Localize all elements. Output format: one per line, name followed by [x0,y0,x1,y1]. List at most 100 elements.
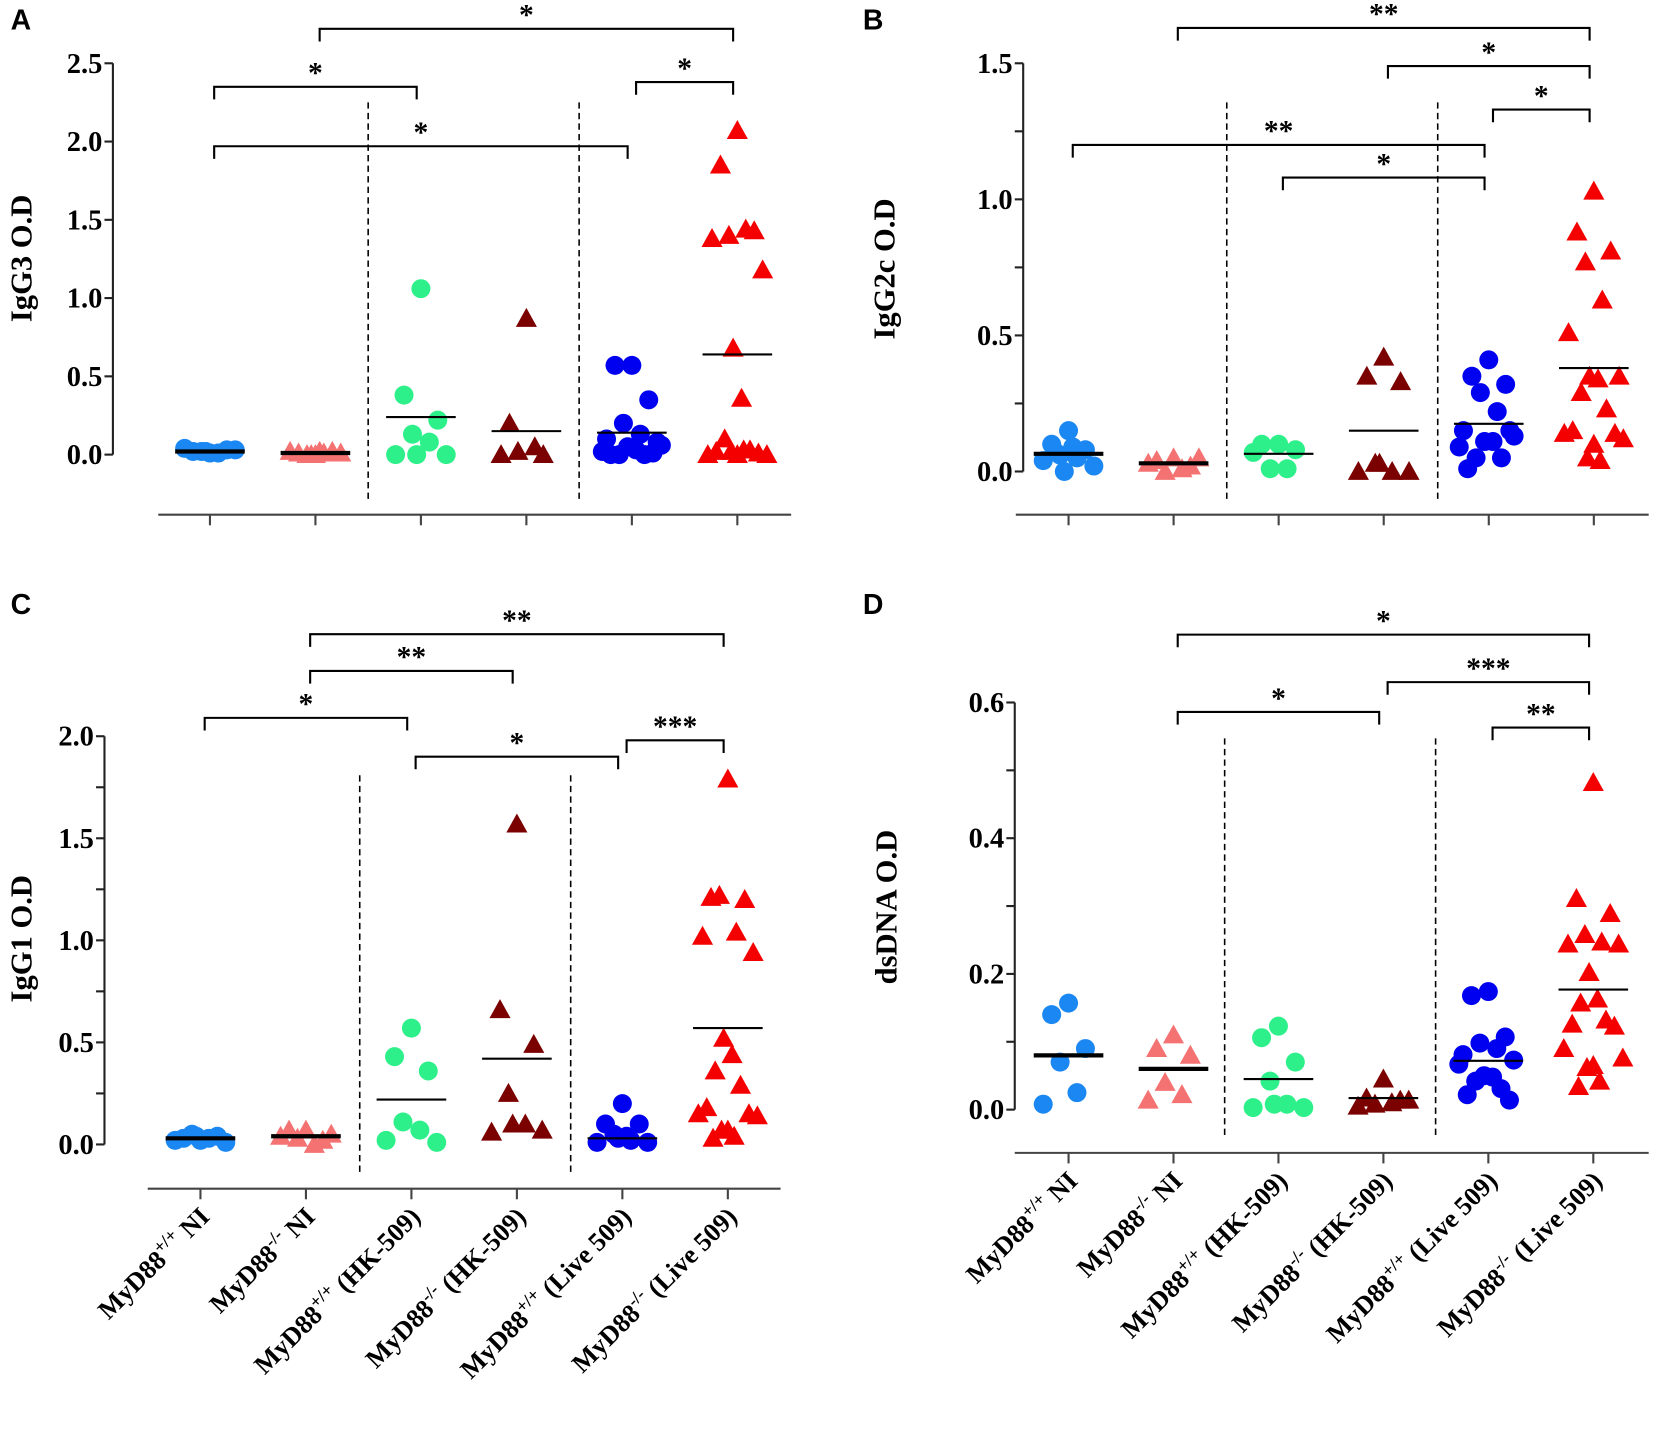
data-point [1381,460,1403,480]
data-point [687,1103,709,1123]
significance-bracket [203,716,409,731]
data-point [1084,456,1104,476]
y-axis-label: dsDNA O.D [870,830,904,985]
significance-bracket [213,85,418,100]
data-point [1557,322,1580,342]
panel-letter: B [863,5,884,37]
data-point [725,921,747,941]
data-point [1398,460,1420,480]
data-point [1578,962,1600,981]
data-point [731,387,753,407]
category-label: MyD88+/+ (Live 509) [1318,1164,1503,1349]
category-condition: (Live 509) [637,1202,742,1307]
category-base: MyD88 [1432,1263,1512,1343]
data-point [1496,374,1516,394]
data-point [1162,1024,1185,1044]
data-point [1587,368,1609,388]
category-label: MyD88-/- (Live 509) [564,1200,743,1379]
category-label: MyD88-/- NI [201,1200,320,1319]
data-point [1483,432,1503,452]
data-point [733,439,755,459]
data-point [1146,1038,1168,1057]
data-point [1599,902,1621,922]
data-point [1059,993,1079,1013]
group-2 [386,279,456,465]
category-label: MyD88+/+ NI [90,1200,215,1325]
data-point [1589,1070,1611,1090]
significance-label: ** [1264,116,1294,148]
category-condition: (HK-509) [325,1202,426,1303]
data-point [481,1121,503,1141]
significance-label: * [1481,37,1496,69]
group-3 [1347,1068,1420,1115]
data-point [393,1112,413,1132]
group-4 [1449,982,1524,1110]
y-tick-label: 0.2 [969,959,1005,990]
data-point [1553,422,1575,442]
data-point [1487,402,1507,422]
significance-bracket [318,27,735,42]
data-point [1347,460,1369,480]
data-point [489,999,511,1019]
data-point [729,1074,752,1094]
significance-bracket [1281,176,1486,191]
data-point [1499,1090,1519,1110]
data-point [1171,1084,1193,1104]
data-point [717,768,739,788]
data-point [1608,365,1630,385]
category-label: MyD88+/+ (Live 509) [452,1200,637,1385]
category-base: MyD88 [960,1209,1040,1289]
data-point [1553,1038,1575,1057]
group-3 [490,307,562,464]
data-point [1154,460,1176,480]
data-point [411,279,431,299]
data-point [1453,421,1473,441]
data-point [427,1132,447,1152]
data-point [1612,1047,1634,1067]
panel-letter: C [11,589,32,621]
data-point [497,1082,520,1102]
data-point [524,436,546,456]
data-point [1574,251,1596,271]
significance-bracket [1071,143,1486,158]
data-point [502,1113,524,1133]
y-tick-label: 1.5 [58,824,94,855]
data-point [622,355,642,375]
category-label: MyD88-/- NI [1069,1164,1188,1283]
group-0 [1033,421,1104,481]
group-3 [1347,346,1420,480]
data-point [735,218,757,238]
data-point [1294,1098,1314,1118]
data-point [1347,1095,1369,1115]
panel-letter: A [11,5,32,37]
data-point [1449,437,1469,457]
data-point [1576,1057,1598,1076]
data-point [1479,350,1499,370]
data-point [1591,931,1613,951]
significance-label: * [1271,683,1286,715]
group-0 [1033,993,1104,1114]
y-tick-label: 0.4 [969,824,1005,855]
data-point [1470,1033,1490,1053]
significance-label: * [1376,605,1391,637]
data-point [704,1060,726,1080]
significance-label: ** [502,605,532,637]
group-1 [1137,1024,1209,1109]
group-3 [481,813,553,1141]
data-point [1582,772,1604,791]
data-point [1154,1071,1176,1091]
group-1 [279,440,352,464]
data-point [419,432,439,452]
data-point [1576,447,1599,467]
data-point [756,444,778,464]
data-point [279,440,301,460]
category-condition: (Live 509) [1503,1166,1608,1271]
data-point [605,355,625,375]
data-point [592,441,612,461]
data-point [1566,221,1588,241]
data-point [1042,1005,1062,1025]
data-point [1586,988,1609,1008]
data-point [1252,1028,1272,1048]
data-point [1458,459,1478,479]
